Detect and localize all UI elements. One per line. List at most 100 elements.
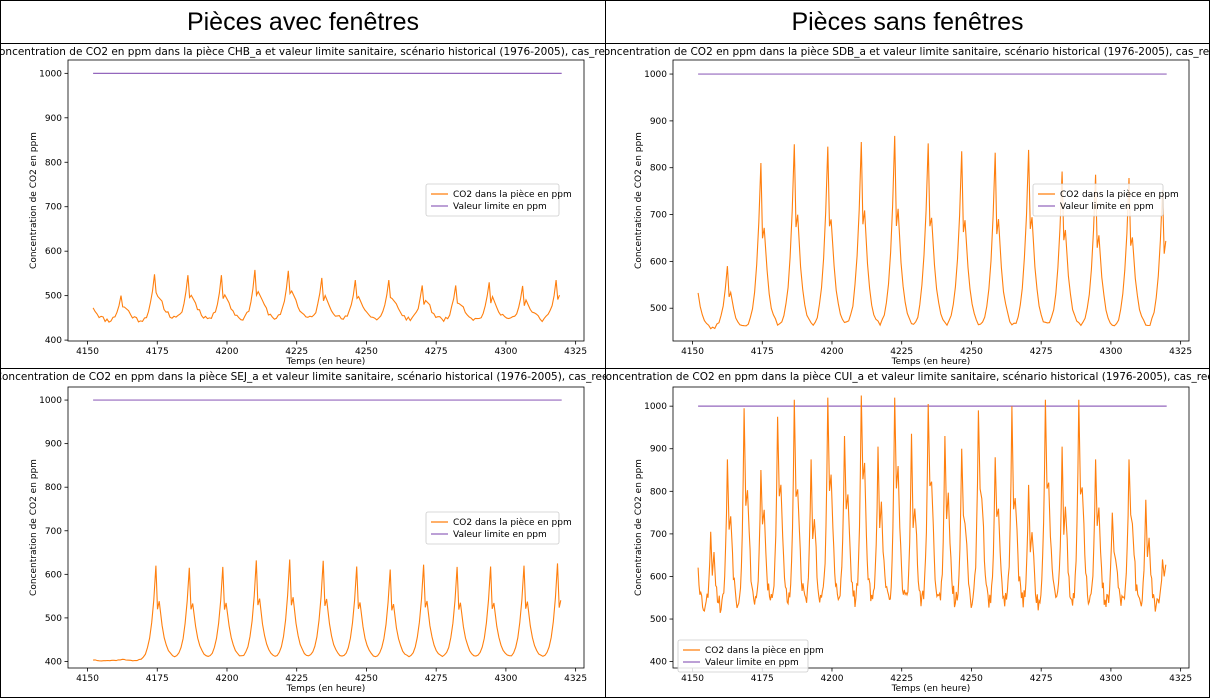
y-tick-label: 800	[650, 487, 667, 497]
y-tick-label: 600	[45, 570, 62, 580]
y-tick-label: 500	[45, 292, 62, 302]
legend-box	[425, 511, 560, 545]
y-tick-label: 500	[45, 614, 62, 624]
chart-sdb-svg: Concentration de CO2 en ppm dans la pièc…	[606, 46, 1209, 367]
x-tick-label: 4325	[1169, 674, 1192, 684]
x-tick-label: 4200	[821, 674, 844, 684]
legend-entry: CO2 dans la pièce en ppm	[453, 189, 572, 200]
y-tick-label: 400	[45, 336, 62, 346]
plot-frame	[67, 386, 585, 669]
legend-box	[1032, 183, 1164, 217]
chart-sej: Concentration de CO2 en ppm dans la pièc…	[0, 368, 606, 698]
y-tick-label: 700	[45, 203, 62, 213]
x-tick-label: 4275	[425, 347, 448, 357]
y-axis-label: Concentration de CO2 en ppm	[634, 132, 644, 269]
chart-chb-svg: Concentration de CO2 en ppm dans la pièc…	[1, 46, 605, 367]
header-windows: Pièces avec fenêtres	[0, 0, 606, 44]
x-tick-label: 4200	[821, 347, 844, 357]
chart-chb: Concentration de CO2 en ppm dans la pièc…	[0, 43, 606, 369]
plot-frame	[67, 59, 585, 342]
x-axis-label: Temps (en heure)	[286, 357, 366, 367]
header-windows-label: Pièces avec fenêtres	[186, 7, 420, 36]
chart-title: Concentration de CO2 en ppm dans la pièc…	[1, 46, 605, 58]
x-tick-label: 4275	[425, 674, 448, 684]
legend-entry: Valeur limite en ppm	[705, 658, 799, 668]
chart-title: Concentration de CO2 en ppm dans la pièc…	[606, 46, 1209, 58]
y-tick-label: 800	[45, 158, 62, 168]
y-tick-label: 700	[650, 211, 667, 221]
x-tick-label: 4250	[960, 674, 983, 684]
y-tick-label: 900	[45, 114, 62, 124]
x-tick-label: 4250	[355, 674, 378, 684]
chart-title: Concentration de CO2 en ppm dans la pièc…	[606, 371, 1209, 383]
x-tick-label: 4150	[681, 674, 704, 684]
y-tick-label: 800	[650, 164, 667, 174]
plot-frame	[672, 386, 1190, 669]
y-tick-label: 600	[45, 247, 62, 257]
x-tick-label: 4200	[216, 347, 239, 357]
legend-entry: CO2 dans la pièce en ppm	[453, 517, 572, 528]
x-axis-label: Temps (en heure)	[891, 684, 971, 694]
chart-title: Concentration de CO2 en ppm dans la pièc…	[1, 371, 605, 383]
chart-cui-svg: Concentration de CO2 en ppm dans la pièc…	[606, 371, 1209, 694]
x-tick-label: 4225	[285, 347, 308, 357]
y-tick-label: 1000	[644, 70, 667, 80]
legend-entry: Valeur limite en ppm	[453, 530, 547, 540]
x-tick-label: 4200	[216, 674, 239, 684]
y-tick-label: 800	[45, 483, 62, 493]
plot-frame	[672, 59, 1190, 342]
x-tick-label: 4250	[355, 347, 378, 357]
legend-entry: CO2 dans la pièce en ppm	[705, 645, 824, 656]
x-tick-label: 4150	[681, 347, 704, 357]
y-tick-label: 700	[650, 530, 667, 540]
x-tick-label: 4275	[1030, 674, 1053, 684]
x-tick-label: 4325	[1169, 347, 1192, 357]
y-tick-label: 900	[650, 117, 667, 127]
x-tick-label: 4300	[494, 347, 517, 357]
x-tick-label: 4325	[564, 347, 587, 357]
series-co2-line	[92, 269, 561, 323]
x-tick-label: 4175	[751, 674, 774, 684]
x-tick-label: 4250	[960, 347, 983, 357]
x-tick-label: 4175	[751, 347, 774, 357]
y-tick-label: 400	[45, 657, 62, 667]
y-tick-label: 500	[650, 304, 667, 314]
y-tick-label: 1000	[39, 69, 62, 79]
x-tick-label: 4325	[564, 674, 587, 684]
x-tick-label: 4175	[146, 674, 169, 684]
x-tick-label: 4275	[1030, 347, 1053, 357]
legend-box	[425, 183, 560, 217]
x-tick-label: 4225	[890, 674, 913, 684]
x-tick-label: 4225	[890, 347, 913, 357]
series-co2-line	[697, 395, 1167, 613]
x-tick-label: 4150	[76, 347, 99, 357]
chart-sdb: Concentration de CO2 en ppm dans la pièc…	[605, 43, 1210, 369]
header-no-windows-label: Pièces sans fenêtres	[791, 7, 1024, 36]
x-tick-label: 4300	[1099, 674, 1122, 684]
y-tick-label: 600	[650, 572, 667, 582]
y-tick-label: 500	[650, 615, 667, 625]
x-axis-label: Temps (en heure)	[891, 357, 971, 367]
x-tick-label: 4300	[1099, 347, 1122, 357]
x-tick-label: 4175	[146, 347, 169, 357]
x-tick-label: 4150	[76, 674, 99, 684]
legend-entry: Valeur limite en ppm	[453, 202, 547, 212]
chart-sej-svg: Concentration de CO2 en ppm dans la pièc…	[1, 371, 605, 694]
y-axis-label: Concentration de CO2 en ppm	[634, 459, 644, 596]
y-tick-label: 700	[45, 527, 62, 537]
x-tick-label: 4300	[494, 674, 517, 684]
y-tick-label: 1000	[39, 396, 62, 406]
y-tick-label: 1000	[644, 402, 667, 412]
y-tick-label: 600	[650, 257, 667, 267]
y-tick-label: 900	[45, 440, 62, 450]
x-tick-label: 4225	[285, 674, 308, 684]
legend-entry: CO2 dans la pièce en ppm	[1060, 189, 1179, 200]
y-tick-label: 400	[650, 658, 667, 668]
x-axis-label: Temps (en heure)	[286, 684, 366, 694]
header-no-windows: Pièces sans fenêtres	[605, 0, 1210, 44]
y-axis-label: Concentration de CO2 en ppm	[29, 459, 39, 596]
legend-entry: Valeur limite en ppm	[1060, 202, 1154, 212]
y-axis-label: Concentration de CO2 en ppm	[29, 132, 39, 269]
y-tick-label: 900	[650, 445, 667, 455]
